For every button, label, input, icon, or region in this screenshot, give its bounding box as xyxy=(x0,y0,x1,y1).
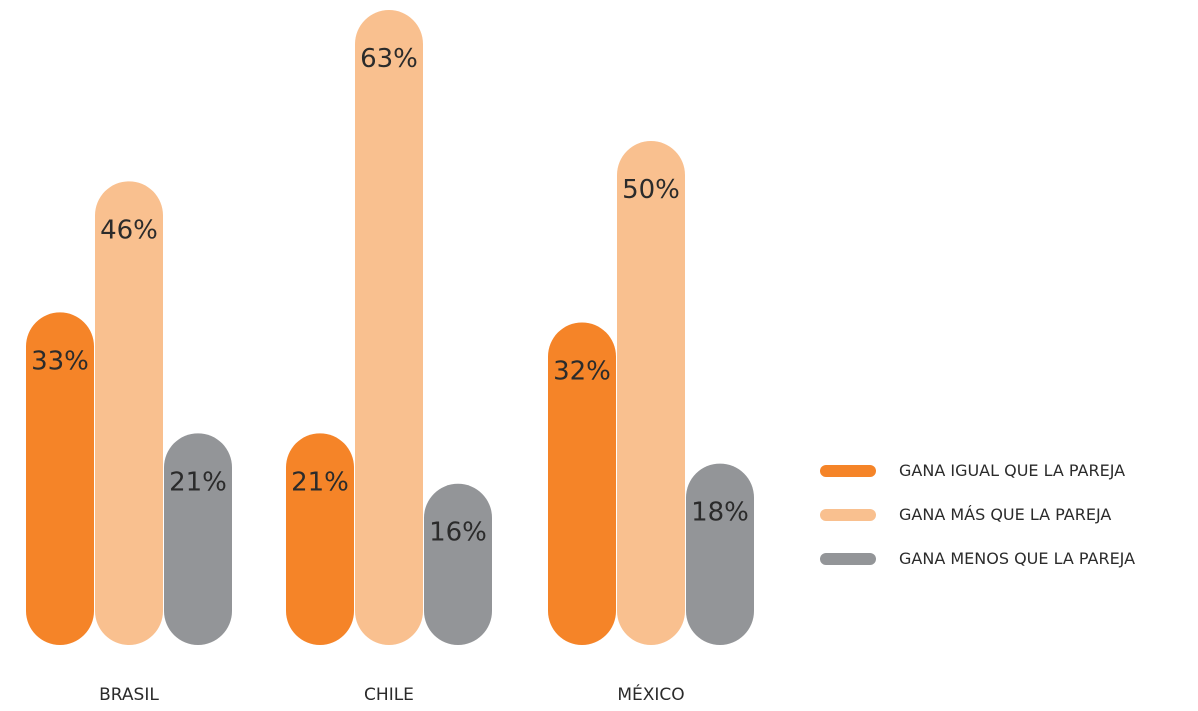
category-label: CHILE xyxy=(364,685,414,705)
data-label: 18% xyxy=(691,498,749,528)
data-label: 50% xyxy=(622,175,680,205)
legend: GANA IGUAL QUE LA PAREJA GANA MÁS QUE LA … xyxy=(820,461,1135,568)
data-label: 21% xyxy=(291,467,349,497)
bar-chile-series-2 xyxy=(424,483,492,645)
value-labels-layer: 33% 46% 21% 21% 63% 16% 32% 50% 18% xyxy=(31,44,749,548)
bar-chile-series-1 xyxy=(355,10,423,645)
data-label: 63% xyxy=(360,44,418,74)
bar-brasil-series-1 xyxy=(95,181,163,645)
category-label: BRASIL xyxy=(99,685,159,705)
category-labels-layer: BRASIL CHILE MÉXICO xyxy=(99,683,685,705)
bar-méxico-series-1 xyxy=(617,141,685,646)
legend-swatch xyxy=(820,465,876,477)
legend-swatch xyxy=(820,553,876,565)
data-label: 33% xyxy=(31,346,89,376)
data-label: 32% xyxy=(553,356,611,386)
data-label: 16% xyxy=(429,518,487,548)
legend-label: GANA MENOS QUE LA PAREJA xyxy=(899,549,1135,568)
bar-brasil-series-0 xyxy=(26,312,94,645)
bar-brasil-series-2 xyxy=(164,433,232,645)
bar-méxico-series-2 xyxy=(686,463,754,645)
data-label: 46% xyxy=(100,215,158,245)
bar-méxico-series-0 xyxy=(548,322,616,645)
data-label: 21% xyxy=(169,467,227,497)
legend-label: GANA IGUAL QUE LA PAREJA xyxy=(899,461,1125,480)
bars-layer xyxy=(26,10,754,646)
category-label: MÉXICO xyxy=(617,683,684,705)
bar-chile-series-0 xyxy=(286,433,354,645)
legend-swatch xyxy=(820,509,876,521)
legend-label: GANA MÁS QUE LA PAREJA xyxy=(899,505,1111,524)
